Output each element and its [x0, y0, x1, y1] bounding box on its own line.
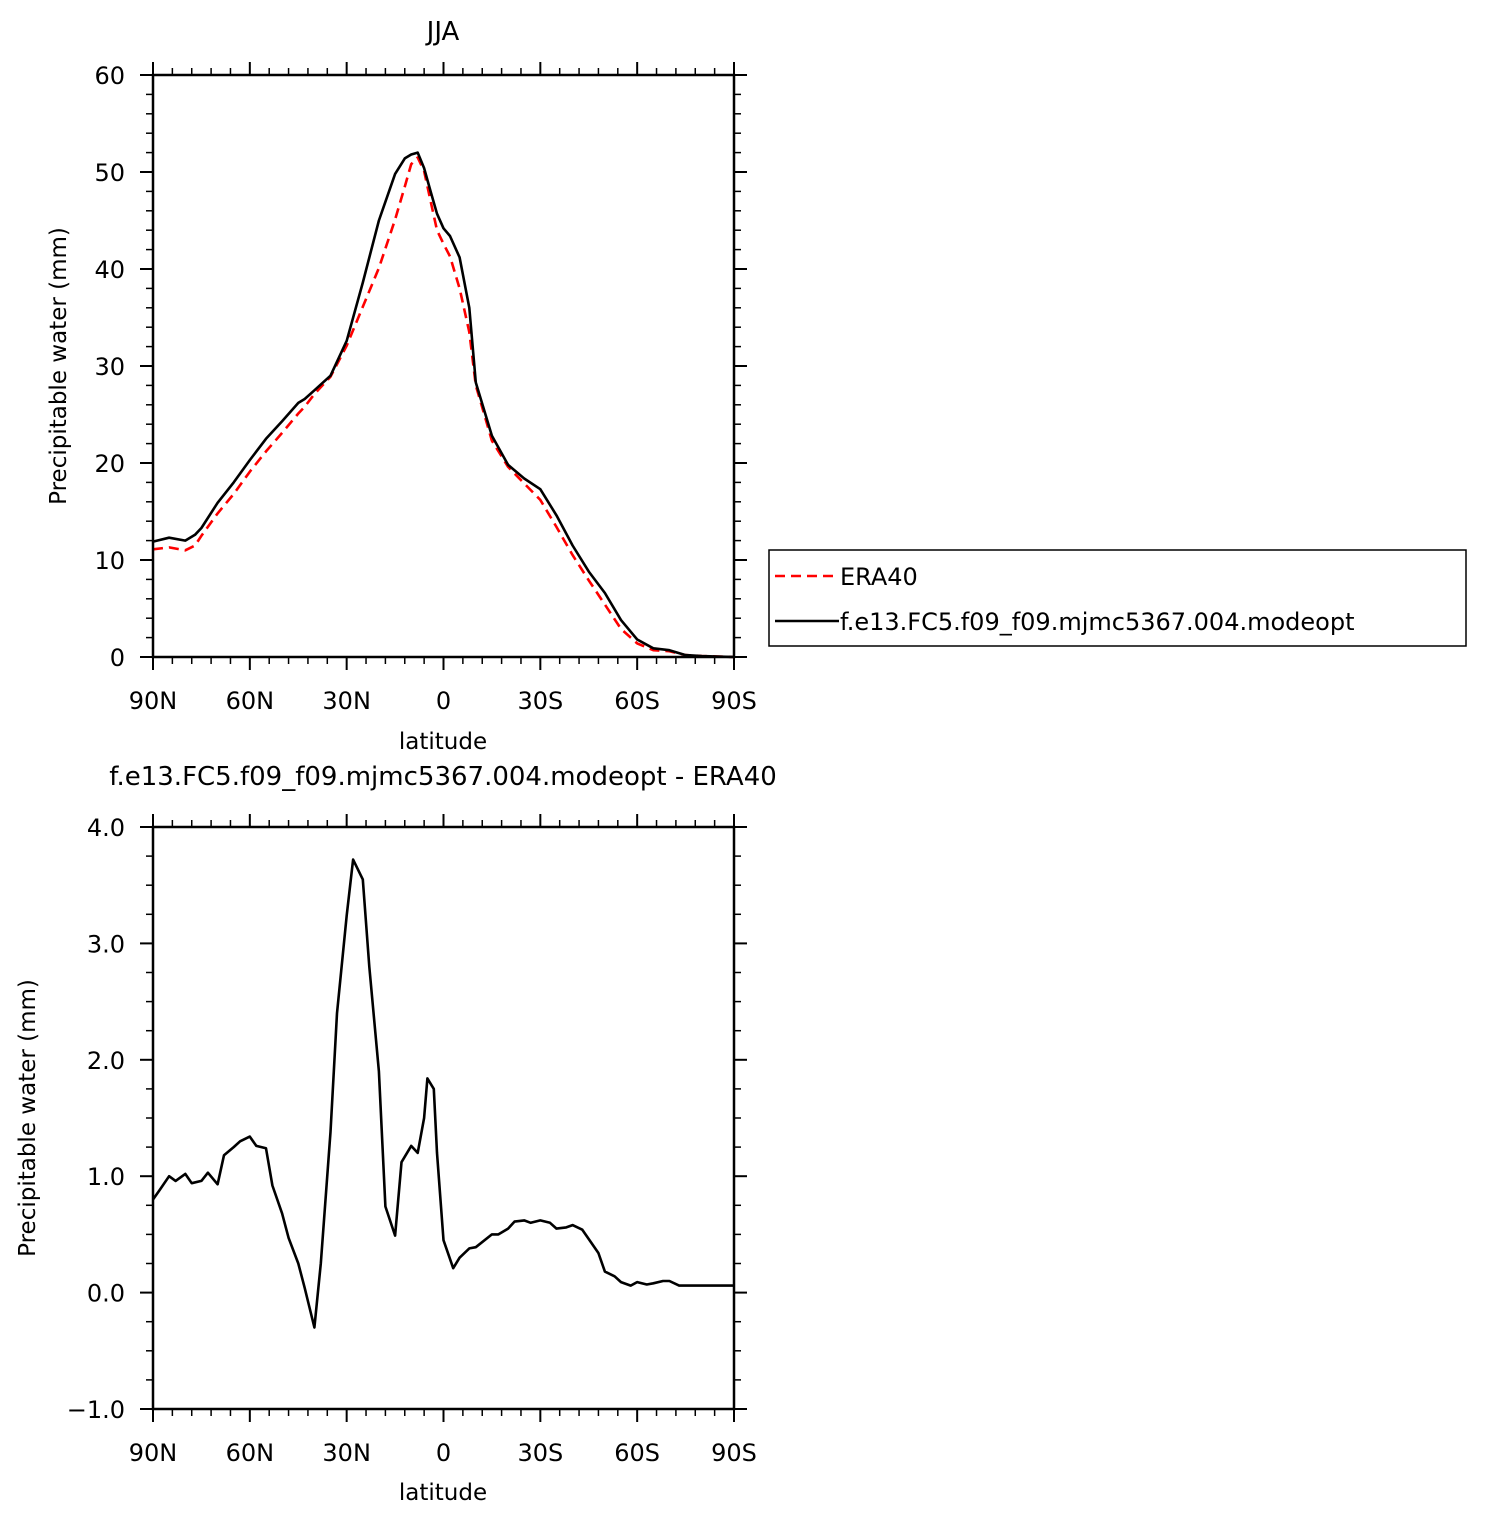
bottom-chart: f.e13.FC5.f09_f09.mjmc5367.004.modeopt -… [15, 762, 777, 1506]
top-x-tick-label: 60N [226, 687, 275, 715]
top-y-tick-label: 0 [110, 644, 125, 672]
top-x-tick-label: 90N [129, 687, 178, 715]
bottom-x-tick-label: 90S [711, 1439, 757, 1467]
bottom-x-tick-label: 60N [226, 1439, 275, 1467]
top-x-axis-label: latitude [399, 729, 487, 755]
top-y-tick-label: 10 [94, 547, 125, 575]
bottom-x-tick-label: 30S [517, 1439, 563, 1467]
top-x-tick-label: 90S [711, 687, 757, 715]
bottom-y-tick-label: 4.0 [87, 814, 125, 842]
top-y-tick-label: 20 [94, 450, 125, 478]
bottom-y-tick-label: 1.0 [87, 1163, 125, 1191]
top-x-tick-label: 30S [517, 687, 563, 715]
legend-label-era40: ERA40 [840, 563, 918, 591]
legend-box [768, 549, 1467, 647]
bottom-y-tick-label: 2.0 [87, 1047, 125, 1075]
top-series-line-era40 [152, 156, 735, 659]
bottom-x-axis-label: latitude [399, 1480, 487, 1506]
top-y-tick-label: 60 [94, 62, 125, 90]
bottom-axis-ticks: −1.0 0.0 1.0 2.0 3.0 4.0 90N 60N 30N 0 30S 60S 90S [67, 814, 757, 1467]
bottom-x-tick-label: 60S [614, 1439, 660, 1467]
bottom-plot-frame [151, 825, 736, 1411]
legend-label-model: f.e13.FC5.f09_f09.mjmc5367.004.modeopt [840, 608, 1355, 636]
bottom-y-tick-label: 3.0 [87, 930, 125, 958]
top-y-tick-label: 40 [94, 256, 125, 284]
top-y-tick-label: 30 [94, 353, 125, 381]
top-axis-ticks: 0 10 20 30 40 50 60 90N 60N 30N 0 30S 60S 90S [94, 62, 757, 715]
top-x-tick-label: 60S [614, 687, 660, 715]
top-series-line-f-e13-fc5-f09-f09-mjmc5367-004-modeopt [152, 151, 735, 659]
bottom-y-tick-label: 0.0 [87, 1280, 125, 1308]
bottom-x-tick-label: 0 [436, 1439, 451, 1467]
top-series-lines [152, 151, 735, 659]
top-x-tick-label: 0 [436, 687, 451, 715]
legend: ERA40 f.e13.FC5.f09_f09.mjmc5367.004.mod… [768, 549, 1467, 647]
top-y-axis-label: Precipitable water (mm) [46, 227, 72, 505]
bottom-chart-title: f.e13.FC5.f09_f09.mjmc5367.004.modeopt -… [109, 762, 777, 792]
bottom-series-lines [151, 858, 734, 1329]
top-chart: JJA 0 10 20 30 40 50 60 90N 60N 30N 0 30S 60S 90S lat… [46, 17, 757, 755]
top-x-tick-label: 30N [322, 687, 371, 715]
bottom-x-tick-label: 90N [129, 1439, 178, 1467]
bottom-series-line-difference [151, 858, 734, 1329]
top-plot-frame [151, 73, 736, 659]
bottom-y-tick-label: −1.0 [67, 1396, 125, 1424]
top-y-tick-label: 50 [94, 159, 125, 187]
bottom-x-tick-label: 30N [322, 1439, 371, 1467]
top-chart-title: JJA [425, 17, 460, 47]
bottom-y-axis-label: Precipitable water (mm) [15, 979, 41, 1257]
